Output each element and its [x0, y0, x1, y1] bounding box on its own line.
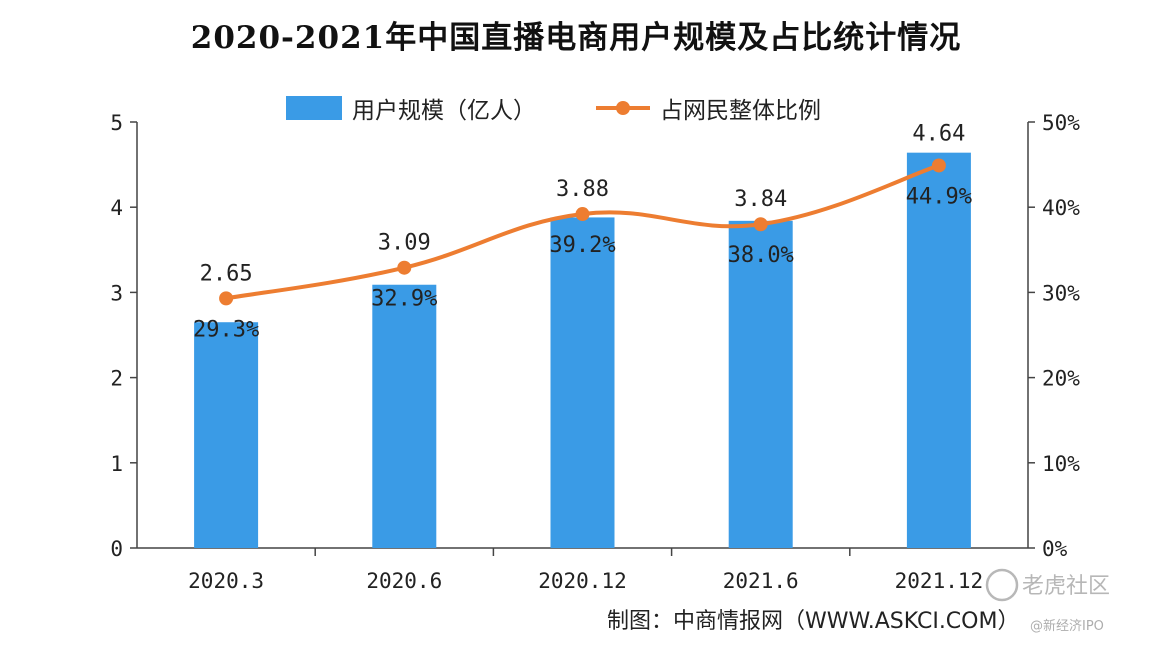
bar-value-label: 3.09: [378, 231, 431, 256]
line-point: [397, 260, 412, 275]
right-tick-label: 10%: [1042, 452, 1080, 476]
bar-value-label: 3.84: [734, 187, 787, 212]
x-tick-label: 2021.12: [895, 569, 984, 593]
left-tick-label: 5: [110, 111, 123, 135]
x-axis-ticks: 2020.3 2020.6 2020.12 2021.6 2021.12: [188, 548, 983, 593]
line-value-label: 29.3%: [193, 317, 259, 342]
legend-label-line: 占网民整体比例: [660, 98, 821, 124]
bar: [906, 152, 971, 548]
right-tick-label: 0%: [1042, 537, 1068, 561]
x-tick-label: 2020.3: [188, 569, 264, 593]
x-tick-label: 2021.6: [723, 569, 799, 593]
tiger-logo-icon: [985, 568, 1019, 602]
bar-series: [194, 152, 971, 548]
line-series: [219, 158, 946, 306]
left-tick-label: 2: [110, 367, 123, 391]
right-tick-label: 30%: [1042, 281, 1080, 305]
bar: [372, 284, 437, 548]
left-tick-label: 0: [110, 537, 123, 561]
bar-value-label: 4.64: [912, 122, 965, 147]
chart-title: 2020-2021年中国直播电商用户规模及占比统计情况: [190, 20, 962, 56]
left-axis-ticks: 0 1 2 3 4 5: [110, 111, 137, 561]
bottom-right-watermark: 老虎社区 @新经济IPO: [985, 568, 1110, 634]
line-point: [575, 207, 590, 222]
x-tick-label: 2020.12: [538, 569, 627, 593]
line-point: [219, 291, 234, 306]
legend-label-bar: 用户规模（亿人）: [352, 98, 536, 124]
line-point: [753, 217, 768, 232]
data-labels: 2.65 3.09 3.88 3.84 4.64 29.3% 32.9% 39.2% 38.0%…: [193, 122, 972, 343]
x-tick-label: 2020.6: [366, 569, 442, 593]
left-tick-label: 4: [110, 196, 123, 220]
left-tick-label: 1: [110, 452, 123, 476]
line-value-label: 38.0%: [728, 243, 794, 268]
legend-swatch-bar: [286, 96, 342, 120]
line-value-label: 32.9%: [371, 287, 437, 312]
bar: [728, 220, 793, 548]
left-tick-label: 3: [110, 281, 123, 305]
legend-swatch-marker: [616, 101, 630, 115]
bar: [194, 322, 259, 548]
watermark-text: 老虎社区: [1022, 574, 1110, 599]
bar-value-label: 3.88: [556, 177, 609, 202]
legend: 用户规模（亿人） 占网民整体比例: [286, 96, 821, 124]
right-tick-label: 20%: [1042, 367, 1080, 391]
line-value-label: 44.9%: [906, 184, 972, 209]
line-point: [931, 158, 946, 173]
right-tick-label: 40%: [1042, 196, 1080, 220]
bar-value-label: 2.65: [200, 261, 253, 286]
bar: [550, 217, 615, 548]
line-value-label: 39.2%: [549, 233, 615, 258]
right-tick-label: 50%: [1042, 111, 1080, 135]
right-axis-ticks: 0% 10% 20% 30% 40% 50%: [1028, 111, 1080, 561]
watermark-small-text: @新经济IPO: [1030, 618, 1104, 634]
source-text: 制图：中商情报网（WWW.ASKCI.COM）: [607, 609, 1019, 634]
